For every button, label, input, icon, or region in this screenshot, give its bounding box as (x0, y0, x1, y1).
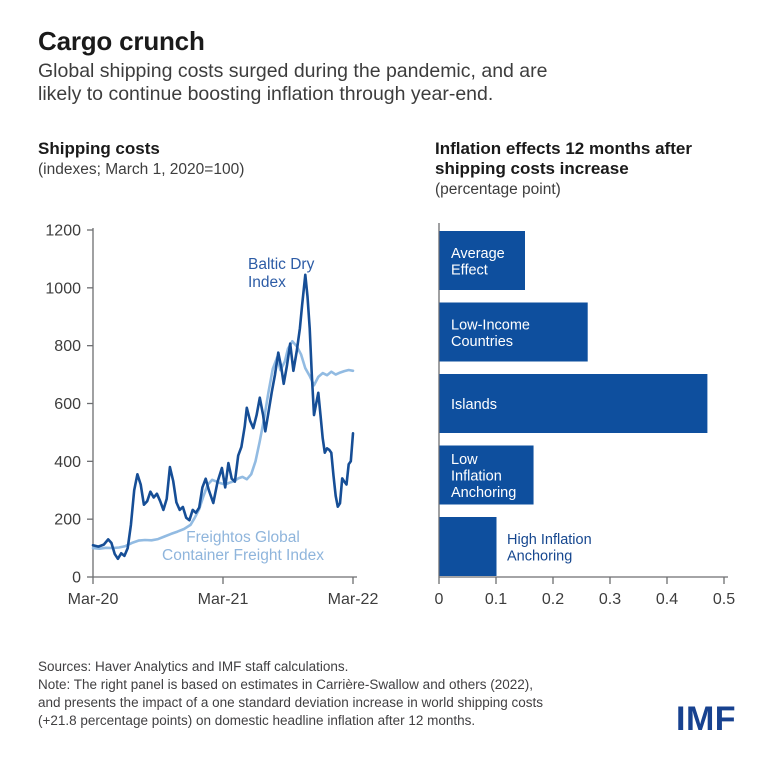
page-title: Cargo crunch (38, 26, 205, 56)
right-panel-subtitle: (percentage point) (435, 181, 561, 198)
shipping-costs-line-chart: 0 200 400 600 800 1000 1200 Mar-20 Mar-21 Mar-22 B… (45, 223, 379, 609)
page-subtitle: Global shipping costs surged during the … (38, 60, 548, 105)
x-tick-label: 0.1 (485, 591, 507, 608)
bar-label: Anchoring (451, 485, 516, 501)
bar-label: High Inflation (507, 532, 592, 548)
y-tick-label: 600 (54, 396, 81, 413)
bar-label: Effect (451, 262, 488, 278)
y-tick-label: 200 (54, 512, 81, 529)
bar-low-income-countries (439, 302, 588, 362)
x-tick-label: Mar-22 (328, 591, 379, 608)
y-tick-label: 1000 (45, 280, 81, 297)
bar-label: Islands (451, 397, 497, 413)
left-panel-title: Shipping costs (38, 139, 160, 158)
bar-islands (439, 374, 708, 433)
bar-label: Low-Income (451, 317, 530, 333)
baltic-dry-label: Baltic Dry (248, 256, 315, 273)
bar-label: Anchoring (507, 548, 572, 564)
x-tick-label: 0.4 (656, 591, 678, 608)
left-panel-header: Shipping costs (indexes; March 1, 2020=1… (38, 139, 388, 179)
freightos-line (91, 340, 355, 551)
footnote-block: Sources: Haver Analytics and IMF staff c… (38, 658, 638, 730)
bar-label: Inflation (451, 469, 502, 485)
y-tick-label: 0 (72, 570, 81, 587)
y-tick-label: 400 (54, 454, 81, 471)
freightos-label: Container Freight Index (162, 547, 324, 564)
baltic-dry-line (91, 273, 355, 561)
x-tick-label: 0 (435, 591, 444, 608)
bar-label: Low (451, 452, 478, 468)
sources-line: Sources: Haver Analytics and IMF staff c… (38, 659, 349, 674)
y-tick-label: 1200 (45, 223, 81, 240)
x-tick-label: Mar-21 (198, 591, 249, 608)
left-panel-subtitle: (indexes; March 1, 2020=100) (38, 161, 245, 178)
x-tick-label: 0.3 (599, 591, 621, 608)
note-lines: Note: The right panel is based on estima… (38, 677, 544, 728)
bar-label: Countries (451, 334, 513, 350)
bar-average-effect (439, 231, 525, 290)
right-panel-title: Inflation effects 12 months after shippin… (435, 139, 692, 178)
bar-high-inflation-anchoring (439, 517, 497, 576)
x-tick-label: 0.2 (542, 591, 564, 608)
right-panel-header: Inflation effects 12 months after shippin… (435, 139, 745, 199)
baltic-dry-label: Index (248, 274, 286, 291)
imf-logo: IMF (676, 700, 737, 738)
y-tick-label: 800 (54, 338, 81, 355)
x-tick-label: Mar-20 (68, 591, 119, 608)
bar-low-inflation-anchoring (439, 445, 534, 505)
x-tick-label: 0.5 (713, 591, 735, 608)
freightos-label: Freightos Global (186, 529, 300, 546)
bar-label: Average (451, 246, 505, 262)
